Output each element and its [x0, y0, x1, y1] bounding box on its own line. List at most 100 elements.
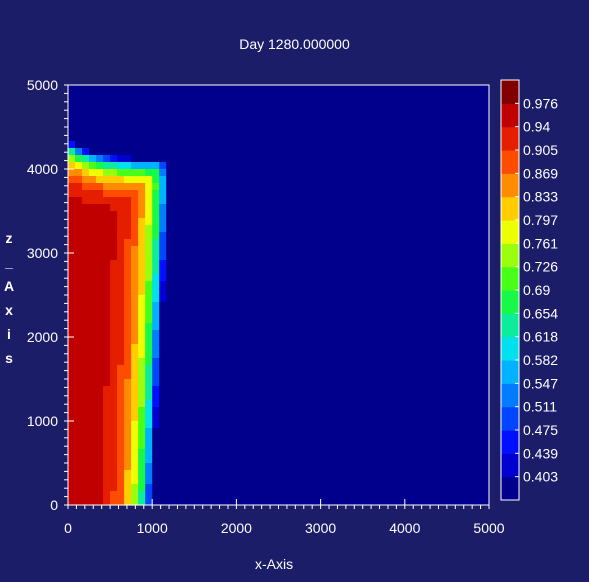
heatmap-cell [194, 218, 202, 226]
heatmap-cell [222, 127, 230, 135]
heatmap-cell [201, 176, 209, 184]
heatmap-cell [369, 365, 378, 373]
heatmap-cell [341, 99, 350, 107]
heatmap-cell [320, 232, 329, 240]
heatmap-cell [152, 113, 160, 121]
heatmap-cell [187, 330, 195, 338]
heatmap-cell [460, 400, 469, 408]
heatmap-cell [208, 162, 216, 170]
heatmap-cell [222, 414, 230, 422]
heatmap-cell [82, 85, 90, 93]
heatmap-cell [369, 295, 378, 303]
heatmap-cell [117, 155, 125, 163]
heatmap-cell [348, 232, 357, 240]
heatmap-cell [243, 176, 252, 184]
heatmap-cell [299, 428, 308, 436]
heatmap-cell [82, 358, 90, 366]
heatmap-cell [327, 183, 336, 191]
heatmap-cell [348, 155, 357, 163]
heatmap-cell [355, 449, 364, 457]
heatmap-cell [138, 211, 146, 219]
heatmap-cell [96, 141, 104, 149]
heatmap-cell [201, 470, 209, 478]
heatmap-cell [390, 393, 399, 401]
heatmap-cell [376, 169, 385, 177]
heatmap-cell [271, 421, 280, 429]
heatmap-cell [348, 204, 357, 212]
heatmap-cell [376, 400, 385, 408]
heatmap-cell [446, 141, 455, 149]
heatmap-cell [173, 302, 181, 310]
heatmap-cell [341, 484, 350, 492]
heatmap-cell [404, 99, 413, 107]
heatmap-cell [376, 309, 385, 317]
heatmap-cell [229, 246, 237, 254]
heatmap-cell [425, 218, 434, 226]
heatmap-cell [222, 99, 230, 107]
heatmap-cell [341, 393, 350, 401]
heatmap-cell [236, 365, 245, 373]
heatmap-cell [383, 337, 392, 345]
heatmap-cell [166, 470, 174, 478]
heatmap-cell [481, 155, 490, 163]
heatmap-cell [68, 414, 76, 422]
heatmap-cell [348, 449, 357, 457]
heatmap-cell [257, 372, 266, 380]
heatmap-cell [166, 435, 174, 443]
heatmap-cell [313, 211, 322, 219]
heatmap-cell [243, 183, 252, 191]
heatmap-cell [173, 456, 181, 464]
heatmap-cell [327, 99, 336, 107]
heatmap-cell [222, 113, 230, 121]
heatmap-cell [460, 92, 469, 100]
heatmap-cell [278, 449, 287, 457]
heatmap-cell [103, 414, 111, 422]
heatmap-cell [411, 407, 420, 415]
heatmap-cell [96, 211, 104, 219]
heatmap-cell [124, 190, 132, 198]
heatmap-cell [215, 239, 223, 247]
heatmap-cell [369, 141, 378, 149]
heatmap-cell [285, 393, 294, 401]
heatmap-cell [327, 260, 336, 268]
heatmap-cell [299, 225, 308, 233]
heatmap-cell [180, 463, 188, 471]
heatmap-cell [131, 491, 139, 499]
heatmap-cell [390, 169, 399, 177]
heatmap-cell [446, 470, 455, 478]
heatmap-cell [222, 400, 230, 408]
heatmap-cell [334, 120, 343, 128]
heatmap-cell [460, 365, 469, 373]
heatmap-cell [362, 358, 371, 366]
heatmap-cell [194, 225, 202, 233]
heatmap-cell [397, 141, 406, 149]
heatmap-cell [453, 274, 462, 282]
heatmap-cell [222, 295, 230, 303]
heatmap-cell [383, 274, 392, 282]
heatmap-cell [446, 456, 455, 464]
heatmap-cell [124, 365, 132, 373]
y-tick-label: 3000 [27, 245, 58, 261]
heatmap-cell [138, 197, 146, 205]
heatmap-cell [215, 162, 223, 170]
heatmap-cell [187, 309, 195, 317]
heatmap-cell [348, 470, 357, 478]
heatmap-cell [89, 197, 97, 205]
heatmap-cell [236, 337, 245, 345]
heatmap-cell [166, 134, 174, 142]
heatmap-cell [138, 442, 146, 450]
heatmap-cell [257, 246, 266, 254]
heatmap-cell [222, 169, 230, 177]
heatmap-cell [355, 232, 364, 240]
heatmap-cell [474, 155, 483, 163]
heatmap-cell [166, 267, 174, 275]
heatmap-cell [96, 491, 104, 499]
heatmap-cell [159, 99, 167, 107]
heatmap-cell [292, 484, 301, 492]
heatmap-cell [138, 106, 146, 114]
heatmap-cell [418, 316, 427, 324]
heatmap-cell [460, 190, 469, 198]
heatmap-cell [397, 498, 406, 506]
heatmap-cell [117, 351, 125, 359]
heatmap-cell [313, 449, 322, 457]
